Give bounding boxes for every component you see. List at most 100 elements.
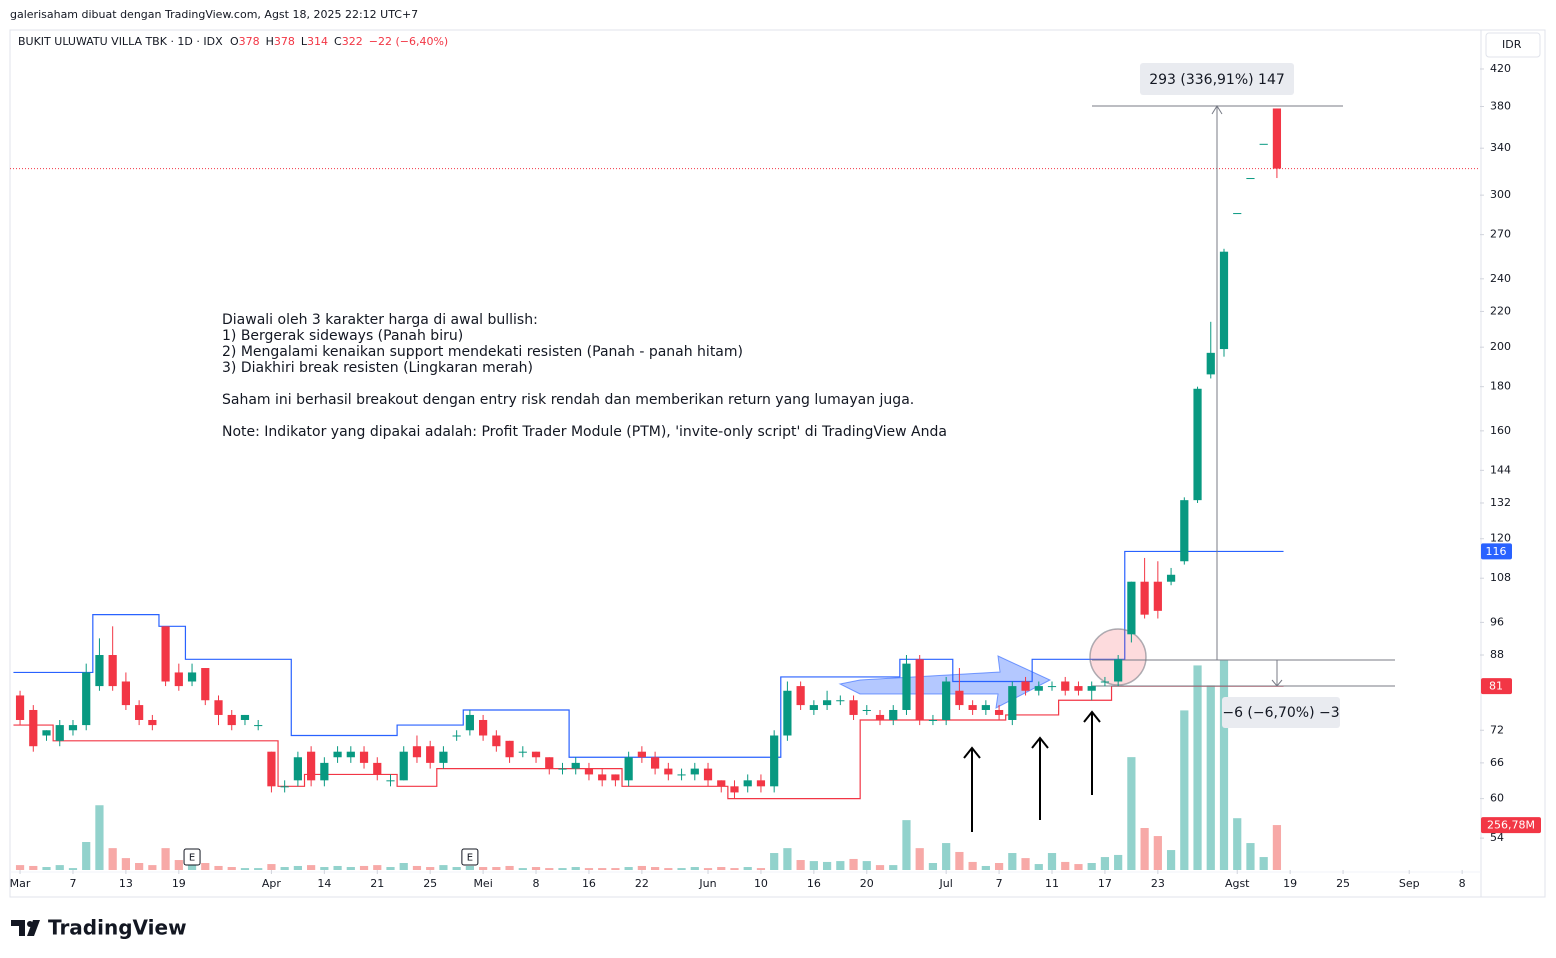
candle-body [412, 746, 422, 758]
volume-bar [928, 863, 938, 870]
price-badge-label: 81 [1489, 680, 1503, 693]
note-line: 1) Bergerak sideways (Panah biru) [222, 328, 463, 344]
note-line: 2) Mengalami kenaikan support mendekati … [222, 344, 743, 360]
volume-bar [108, 848, 117, 870]
measure-up-lines [1092, 105, 1343, 660]
volume-bar [703, 868, 713, 870]
y-tick-label: 54 [1490, 831, 1504, 844]
currency-box [1485, 32, 1541, 58]
volume-bar [1047, 853, 1057, 870]
resistance-line [13, 550, 1284, 758]
indicator-lines [10, 168, 1480, 800]
volume-bar [624, 867, 633, 870]
candle-body [677, 774, 686, 776]
x-tick-label: 16 [582, 877, 596, 890]
x-tick-label: 16 [807, 877, 821, 890]
candle-body [399, 751, 408, 781]
candle-body [386, 780, 395, 782]
candle-body [942, 681, 951, 720]
volume-bar [730, 868, 739, 870]
candle-body [1193, 388, 1202, 501]
ohlc-value: 378 [274, 35, 295, 48]
volume-bar [849, 858, 858, 870]
volume-bar [121, 858, 130, 870]
ohlc-key: C [334, 35, 342, 48]
volume-bar [650, 867, 660, 870]
candle-body [518, 751, 527, 753]
candle-body [1061, 681, 1070, 691]
y-tick-label: 108 [1490, 571, 1511, 584]
volume-bar [783, 848, 792, 870]
candle-body [637, 751, 646, 758]
candle-body [1127, 581, 1136, 635]
x-tick-label: 19 [172, 877, 186, 890]
volume-bar [902, 820, 911, 870]
candle-body [214, 700, 223, 715]
candle-body [611, 774, 620, 781]
volume-bar [359, 865, 369, 870]
candle-body [426, 746, 435, 763]
candle-body [346, 751, 355, 758]
volume-bar [809, 861, 818, 870]
volume-bar [227, 867, 236, 870]
volume-bar [1061, 861, 1070, 870]
ohlc-value: 314 [307, 35, 328, 48]
candle-body [730, 786, 739, 793]
candle-body [280, 786, 289, 788]
earnings-label: E [189, 853, 195, 864]
ohlc-value: 378 [239, 35, 260, 48]
candle-body [1180, 500, 1189, 562]
candle-body [68, 725, 78, 731]
candle-body [875, 714, 885, 720]
volume-bar [333, 865, 342, 870]
measure-up-box [1140, 63, 1294, 95]
candle-body [505, 740, 514, 758]
y-tick-label: 180 [1490, 380, 1511, 393]
candle-body [650, 757, 660, 769]
volume-bar [240, 868, 250, 870]
candle-body [849, 700, 858, 715]
note-line: Note: Indikator yang dipakai adalah: Pro… [222, 424, 947, 440]
candle-body [1074, 686, 1083, 691]
x-tick-label: 13 [119, 877, 133, 890]
volume-bar [942, 843, 951, 870]
candle-body [1008, 686, 1017, 720]
candle-body [1259, 143, 1268, 145]
symbol: BUKIT ULUWATU VILLA TBK · 1D · IDX [18, 35, 223, 48]
volume-bar [161, 848, 170, 870]
volume-bar [981, 865, 990, 870]
x-tick-label: 20 [860, 877, 874, 890]
volume-bar [637, 865, 646, 870]
candle-body [1233, 213, 1242, 215]
volume-bar [770, 853, 779, 870]
volume-bar [254, 868, 263, 870]
change: −22 (−6,40%) [369, 35, 448, 48]
measure-down-label: −6 (−6,70%) −3 [1222, 705, 1339, 721]
volume-bar [690, 867, 699, 870]
candle-body [42, 730, 51, 736]
x-tick-label: Mar [10, 877, 31, 890]
candle-body [479, 719, 488, 736]
volume-bar [796, 860, 805, 870]
x-tick-label: 17 [1098, 877, 1112, 890]
volume-bar [1193, 665, 1202, 870]
volume-bar [584, 868, 594, 870]
x-tick-label: 25 [1336, 877, 1350, 890]
y-tick-label: 72 [1490, 723, 1504, 736]
x-tick-label: 19 [1283, 877, 1297, 890]
candle-body [465, 714, 474, 731]
note-line: Saham ini berhasil breakout dengan entry… [222, 392, 914, 408]
volume-bar [346, 867, 355, 870]
candle-body [756, 780, 766, 787]
x-tick-label: 7 [996, 877, 1003, 890]
earnings-box [461, 848, 479, 866]
x-tick-label: 10 [754, 877, 768, 890]
candle-body [598, 774, 607, 781]
volume-bar [373, 865, 382, 870]
volume-badge-label: 256,78M [1487, 819, 1535, 832]
volume-bar [1180, 710, 1189, 870]
measure-lines [1092, 105, 1395, 687]
candle-body [267, 751, 276, 787]
arrow [963, 746, 981, 832]
